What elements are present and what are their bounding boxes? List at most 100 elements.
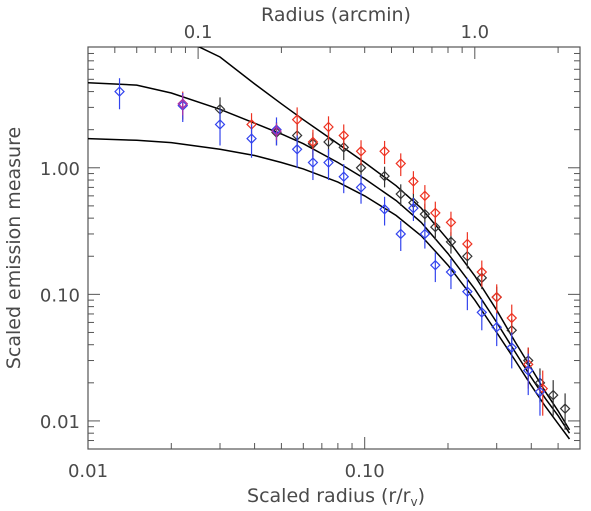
diamond-marker: [379, 203, 390, 215]
data-point-red: [419, 185, 431, 210]
diamond-marker: [408, 202, 419, 214]
x-tick-label: 0.01: [68, 461, 108, 482]
diamond-marker: [522, 365, 534, 376]
diamond-marker: [214, 119, 226, 130]
diamond-marker: [462, 238, 473, 250]
diamond-marker: [395, 228, 407, 240]
diamond-marker: [355, 182, 367, 193]
data-point-blue: [462, 277, 473, 311]
diamond-marker: [419, 208, 431, 220]
series-red: [177, 91, 549, 416]
diamond-marker: [395, 188, 407, 200]
data-point-red: [323, 116, 334, 141]
data-point-blue: [408, 197, 419, 221]
diamond-marker: [395, 158, 407, 169]
diamond-marker: [355, 162, 367, 174]
data-point-blue: [395, 220, 407, 252]
diamond-marker: [338, 171, 350, 183]
diamond-marker: [547, 389, 559, 401]
diamond-marker: [419, 228, 431, 240]
data-point-purple: [271, 123, 282, 141]
diamond-marker: [379, 170, 390, 182]
data-point-blue: [323, 149, 334, 181]
data-point-red: [379, 140, 390, 165]
data-point-black: [559, 393, 571, 430]
data-point-blue: [307, 149, 319, 181]
x-tick-label: 0.10: [345, 461, 385, 482]
y-tick-label: 1.00: [40, 159, 80, 180]
diamond-marker: [307, 157, 319, 168]
data-point-blue: [246, 124, 257, 158]
diamond-marker: [506, 342, 518, 353]
y-tick-label: 0.01: [40, 412, 80, 433]
diamond-marker: [534, 386, 546, 398]
series-black: [214, 97, 571, 430]
diamond-marker: [506, 312, 518, 324]
diamond-marker: [177, 98, 189, 110]
diamond-marker: [338, 142, 350, 153]
data-point-blue: [355, 174, 367, 204]
diamond-marker: [323, 121, 334, 133]
data-point-blue: [291, 135, 303, 168]
diamond-marker: [491, 321, 503, 333]
diamond-marker: [462, 250, 473, 262]
series-purple: [177, 94, 282, 141]
data-point-blue: [506, 332, 518, 369]
diamond-marker: [355, 145, 367, 157]
data-point-blue: [214, 109, 226, 146]
data-point-red: [491, 284, 503, 314]
data-point-red: [291, 107, 303, 136]
top-tick-label: 0.1: [184, 22, 213, 43]
diamond-marker: [445, 217, 457, 228]
series-blue: [114, 78, 546, 416]
data-point-black: [395, 184, 407, 206]
data-point-purple: [177, 94, 189, 116]
x-axis-label-close: ): [418, 485, 425, 507]
data-point-red: [506, 304, 518, 336]
data-point-red: [408, 171, 419, 195]
diamond-marker: [559, 403, 571, 415]
x-axis-label: Scaled radius (r/rv): [247, 485, 425, 509]
diamond-marker: [291, 114, 303, 126]
data-point-blue: [379, 196, 390, 226]
data-point-blue: [534, 375, 546, 416]
diamond-marker: [291, 143, 303, 155]
diamond-marker: [114, 86, 125, 97]
data-point-red: [445, 211, 457, 236]
data-point-blue: [491, 313, 503, 347]
diamond-marker: [462, 286, 473, 298]
data-point-black: [379, 166, 390, 188]
diamond-marker: [419, 190, 431, 202]
data-point-red: [338, 124, 350, 150]
data-point-blue: [476, 298, 488, 331]
top-tick-label: 1.0: [460, 22, 489, 43]
diamond-marker: [476, 266, 488, 278]
data-point-red: [476, 260, 488, 287]
plot-frame: [87, 46, 581, 450]
diamond-marker: [379, 145, 390, 157]
data-point-blue: [338, 164, 350, 194]
x-axis-label-subscript: v: [410, 495, 417, 509]
model-curve-upper: [197, 47, 571, 431]
diamond-marker: [476, 307, 488, 318]
model-curves: [88, 47, 571, 440]
diamond-marker: [338, 130, 350, 141]
y-axis-label: Scaled emission measure: [3, 127, 25, 369]
diamond-marker: [429, 259, 441, 271]
data-point-blue: [114, 78, 125, 110]
diamond-marker: [429, 221, 441, 233]
diamond-marker: [307, 136, 319, 148]
diamond-marker: [491, 291, 503, 303]
diamond-marker: [271, 125, 282, 137]
minor-ticks: [87, 46, 580, 450]
model-curve-lower: [88, 137, 571, 440]
y-tick-label: 0.10: [40, 285, 80, 306]
diamond-marker: [429, 207, 441, 219]
data-point-blue: [429, 252, 441, 283]
data-point-red: [355, 140, 367, 166]
data-points: [114, 78, 571, 430]
data-point-blue: [522, 353, 534, 396]
diamond-marker: [408, 176, 419, 187]
diamond-marker: [445, 236, 457, 248]
